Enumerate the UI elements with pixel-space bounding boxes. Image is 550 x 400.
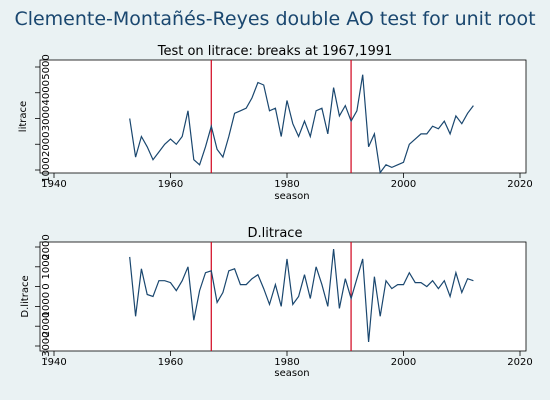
x-tick-label: 1960 (158, 179, 183, 190)
x-tick-label: 1980 (274, 357, 299, 368)
series-line (129, 74, 474, 175)
figure-title: Clemente-Montañés-Reyes double AO test f… (14, 8, 536, 30)
x-axis-label: season (274, 368, 309, 379)
panel-2 (35, 241, 527, 356)
panel-1 (35, 59, 527, 178)
panel-title: D.litrace (248, 226, 303, 241)
x-tick-label: 1960 (158, 357, 183, 368)
x-axis-label: season (274, 191, 309, 202)
x-tick-label: 1940 (41, 179, 66, 190)
x-tick-label: 1980 (274, 179, 299, 190)
plot-area (39, 59, 527, 174)
panel-title: Test on litrace: breaks at 1967,1991 (157, 44, 393, 59)
y-tick-label: 4000 (41, 80, 52, 105)
y-tick-label: 3000 (41, 106, 52, 131)
x-tick-label: 2000 (391, 179, 416, 190)
y-tick-label: -3000 (41, 331, 52, 360)
y-tick-label: 1000 (41, 254, 52, 279)
y-axis-label: D.litrace (20, 275, 31, 317)
y-tick-label: 0 (41, 283, 52, 289)
y-tick-label: -1000 (41, 292, 52, 321)
y-tick-label: 2000 (41, 132, 52, 157)
y-tick-label: 2000 (41, 234, 52, 259)
y-tick-label: 1000 (41, 157, 52, 182)
y-tick-label: -2000 (41, 312, 52, 341)
series-line (129, 248, 474, 343)
x-tick-label: 2020 (507, 357, 532, 368)
x-tick-label: 1940 (41, 357, 66, 368)
y-tick-label: 5000 (41, 54, 52, 79)
x-tick-label: 2020 (507, 179, 532, 190)
x-tick-label: 2000 (391, 357, 416, 368)
y-axis-label: litrace (18, 101, 29, 132)
